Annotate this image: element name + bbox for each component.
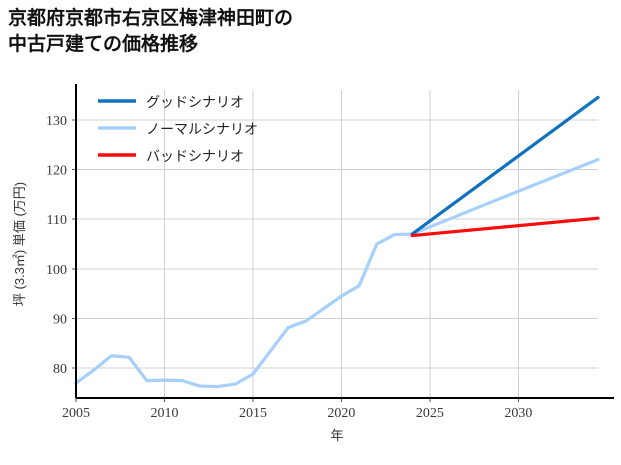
y-axis-tick-label: 110 xyxy=(47,213,67,228)
x-axis-tick-label: 2015 xyxy=(239,406,267,421)
y-axis-title: 坪 (3.3㎡) 単価 (万円) xyxy=(12,182,27,306)
y-axis-tick-label: 90 xyxy=(53,313,67,328)
x-axis-title: 年 xyxy=(330,428,343,443)
y-axis-tick-label: 130 xyxy=(46,114,67,129)
x-axis-tick-label: 2020 xyxy=(327,406,355,421)
series-line-normal xyxy=(74,157,600,389)
x-axis-tick-label: 2025 xyxy=(416,406,444,421)
x-axis-tick-label: 2005 xyxy=(62,406,90,421)
x-axis-tick-label: 2030 xyxy=(504,406,532,421)
y-axis-tick-label: 100 xyxy=(46,263,67,278)
y-axis-tick-label: 80 xyxy=(53,362,67,377)
legend-label-2: バッドシナリオ xyxy=(146,150,244,165)
y-axis-tick-label: 120 xyxy=(46,163,67,178)
series-line-bad xyxy=(410,216,600,238)
series-line-good xyxy=(410,95,600,236)
page-title: 京都府京都市右京区梅津神田町の 中古戸建ての価格推移 xyxy=(8,8,294,55)
legend-label-0: グッドシナリオ xyxy=(146,95,244,111)
legend-label-1: ノーマルシナリオ xyxy=(146,123,258,138)
x-axis-tick-label: 2010 xyxy=(150,406,178,421)
